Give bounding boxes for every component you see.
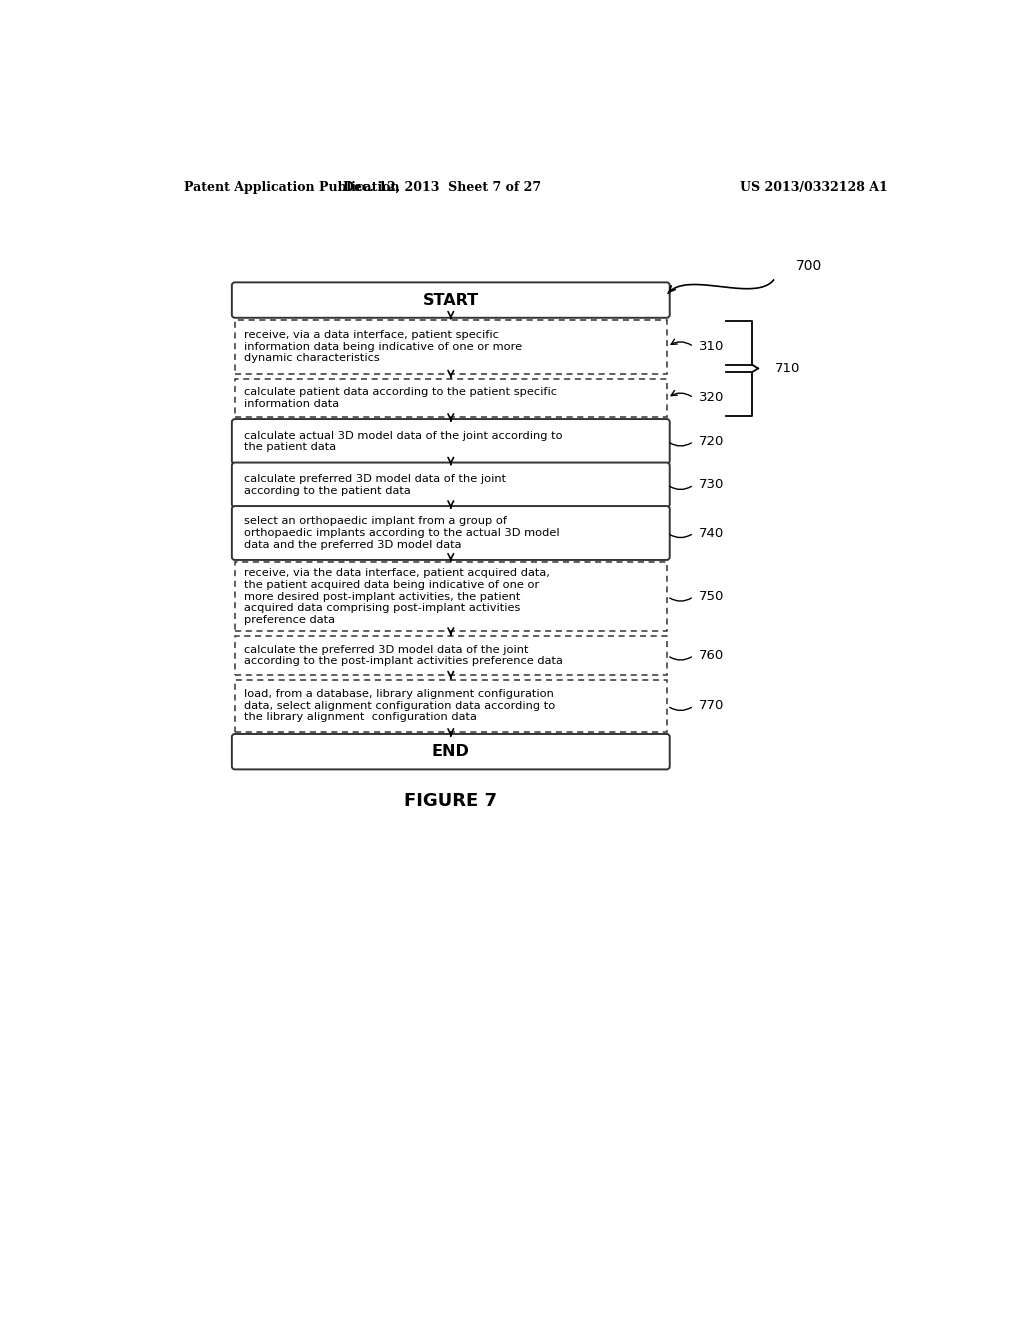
Text: calculate the preferred 3D model data of the joint
according to the post-implant: calculate the preferred 3D model data of… [245,644,563,667]
FancyBboxPatch shape [231,418,670,463]
Text: load, from a database, library alignment configuration
data, select alignment co: load, from a database, library alignment… [245,689,555,722]
Text: 730: 730 [699,478,725,491]
Text: 770: 770 [699,700,725,713]
Text: 310: 310 [699,341,725,354]
FancyBboxPatch shape [231,282,670,318]
Text: 740: 740 [699,527,724,540]
FancyBboxPatch shape [231,462,670,507]
Text: receive, via the data interface, patient acquired data,
the patient acquired dat: receive, via the data interface, patient… [245,569,550,624]
Text: 720: 720 [699,434,725,447]
Text: calculate patient data according to the patient specific
information data: calculate patient data according to the … [245,387,557,409]
Text: END: END [432,744,470,759]
Text: 710: 710 [775,362,801,375]
Text: select an orthopaedic implant from a group of
orthopaedic implants according to : select an orthopaedic implant from a gro… [245,516,560,549]
Bar [234,636,667,675]
Text: 750: 750 [699,590,725,603]
FancyBboxPatch shape [231,506,670,560]
Text: receive, via a data interface, patient specific
information data being indicativ: receive, via a data interface, patient s… [245,330,522,363]
Text: Dec. 12, 2013  Sheet 7 of 27: Dec. 12, 2013 Sheet 7 of 27 [343,181,541,194]
FancyBboxPatch shape [231,734,670,770]
Text: US 2013/0332128 A1: US 2013/0332128 A1 [740,181,888,194]
Text: Patent Application Publication: Patent Application Publication [183,181,399,194]
Bar [234,319,667,374]
Text: FIGURE 7: FIGURE 7 [404,792,498,810]
Text: 760: 760 [699,649,724,661]
Text: calculate preferred 3D model data of the joint
according to the patient data: calculate preferred 3D model data of the… [245,474,507,496]
Bar [234,680,667,733]
Text: calculate actual 3D model data of the joint according to
the patient data: calculate actual 3D model data of the jo… [245,430,563,453]
Text: 320: 320 [699,391,725,404]
Bar [234,562,667,631]
Bar [234,379,667,417]
Text: START: START [423,293,479,308]
Text: 700: 700 [796,259,822,273]
